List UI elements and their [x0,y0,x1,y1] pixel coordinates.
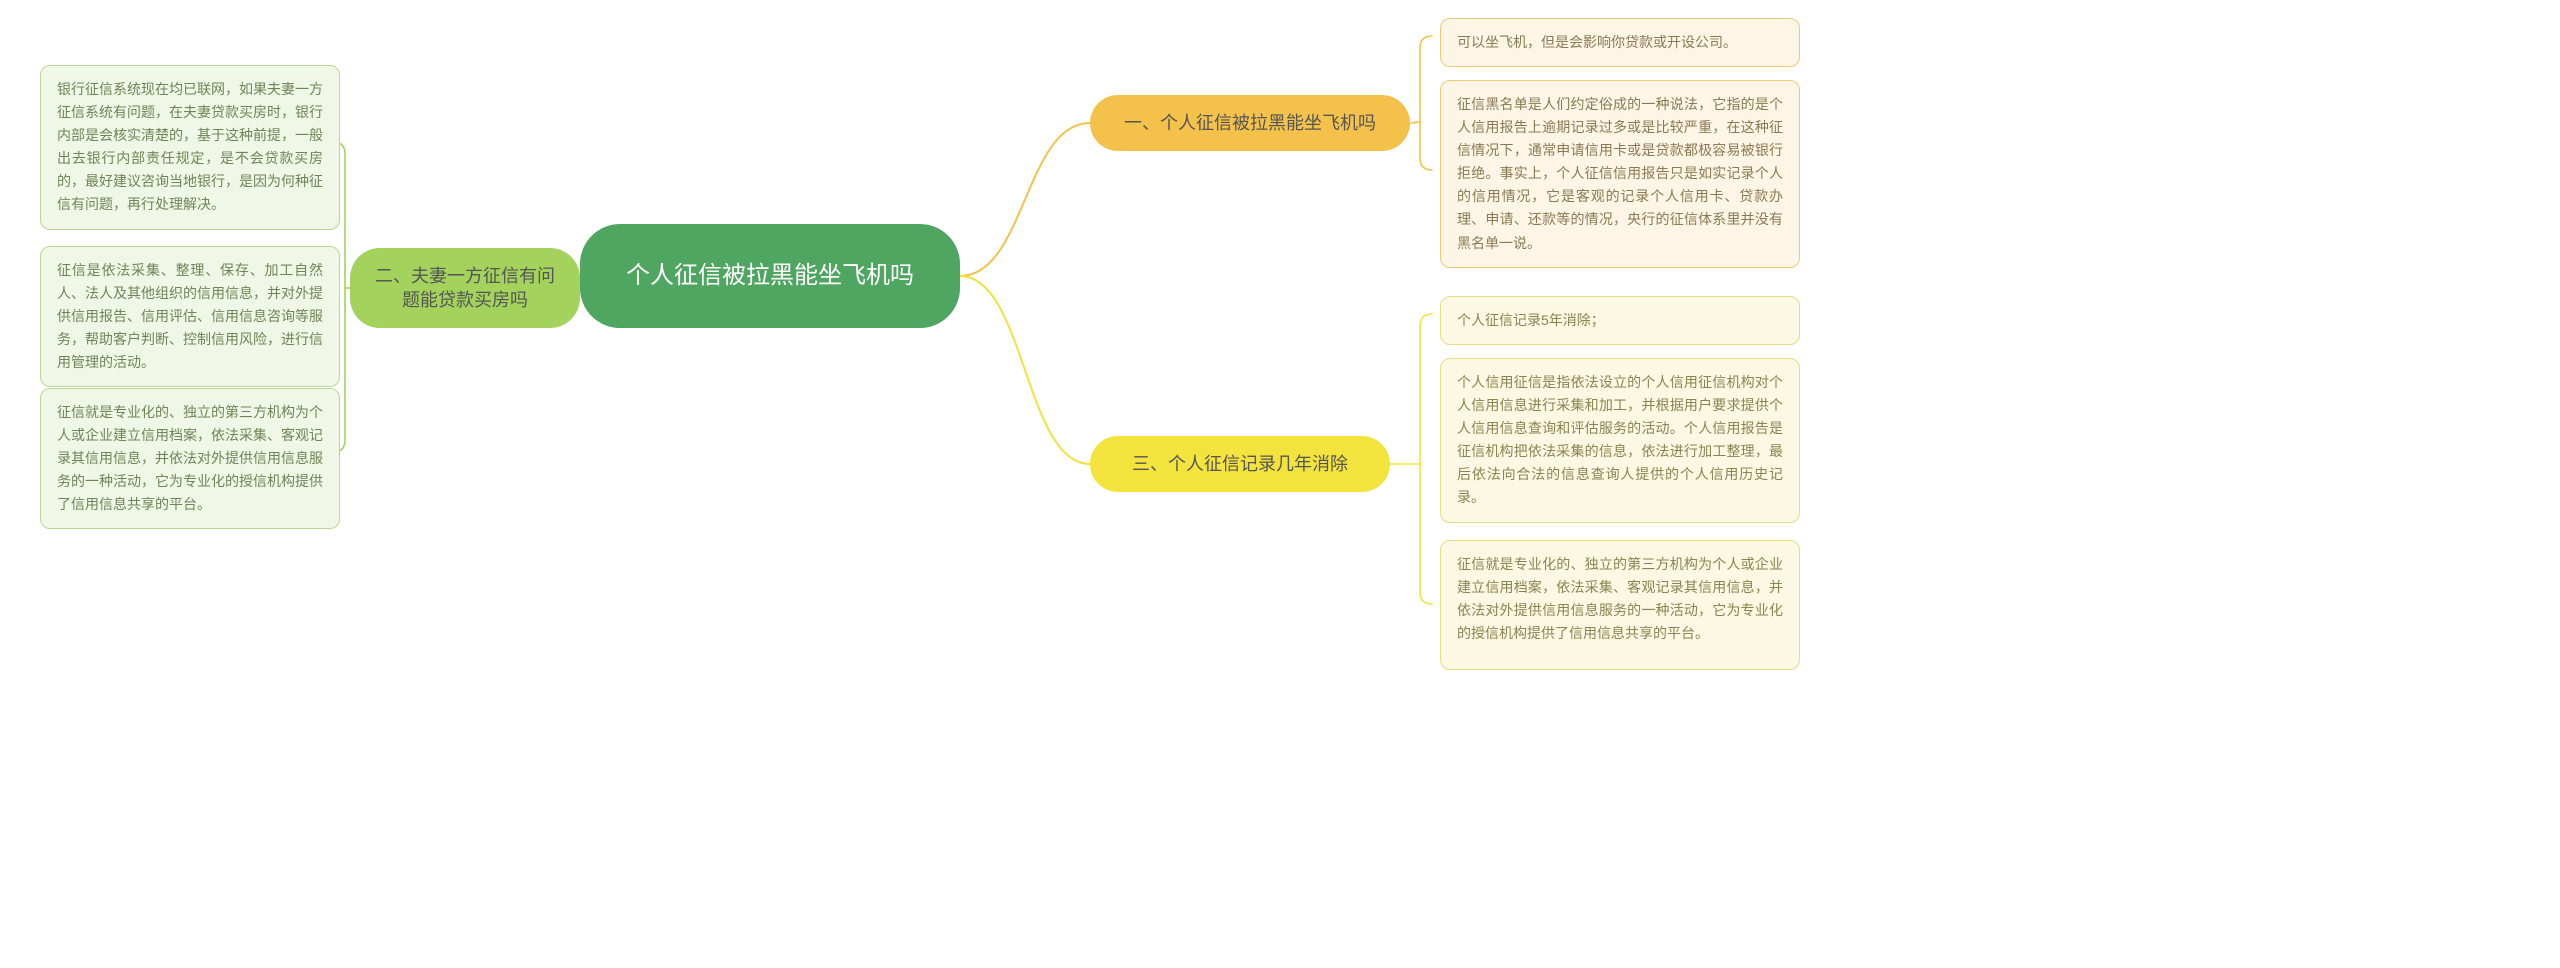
branch-label: 三、个人征信记录几年消除 [1132,452,1348,476]
branch-label: 一、个人征信被拉黑能坐飞机吗 [1124,111,1376,135]
branch-node-b3: 三、个人征信记录几年消除 [1090,436,1390,492]
leaf-node: 个人征信记录5年消除； [1440,296,1800,345]
leaf-node: 可以坐飞机，但是会影响你贷款或开设公司。 [1440,18,1800,67]
leaf-text: 征信就是专业化的、独立的第三方机构为个人或企业建立信用档案，依法采集、客观记录其… [57,404,323,512]
leaf-node: 征信就是专业化的、独立的第三方机构为个人或企业建立信用档案，依法采集、客观记录其… [40,388,340,529]
leaf-text: 可以坐飞机，但是会影响你贷款或开设公司。 [1457,34,1737,50]
leaf-text: 征信黑名单是人们约定俗成的一种说法，它指的是个人信用报告上逾期记录过多或是比较严… [1457,96,1783,251]
leaf-text: 征信就是专业化的、独立的第三方机构为个人或企业建立信用档案，依法采集、客观记录其… [1457,556,1783,641]
mindmap-canvas: 个人征信被拉黑能坐飞机吗 一、个人征信被拉黑能坐飞机吗 可以坐飞机，但是会影响你贷款… [0,0,2560,968]
leaf-node: 征信黑名单是人们约定俗成的一种说法，它指的是个人信用报告上逾期记录过多或是比较严… [1440,80,1800,268]
root-node: 个人征信被拉黑能坐飞机吗 [580,224,960,328]
leaf-node: 个人信用征信是指依法设立的个人信用征信机构对个人信用信息进行采集和加工，并根据用… [1440,358,1800,523]
branch-label: 二、夫妻一方征信有问题能贷款买房吗 [374,264,556,313]
leaf-text: 个人信用征信是指依法设立的个人信用征信机构对个人信用信息进行采集和加工，并根据用… [1457,374,1783,505]
branch-node-b1: 一、个人征信被拉黑能坐飞机吗 [1090,95,1410,151]
leaf-text: 个人征信记录5年消除； [1457,312,1605,328]
leaf-node: 征信是依法采集、整理、保存、加工自然人、法人及其他组织的信用信息，并对外提供信用… [40,246,340,387]
branch-node-b2: 二、夫妻一方征信有问题能贷款买房吗 [350,248,580,328]
root-label: 个人征信被拉黑能坐飞机吗 [626,260,914,292]
leaf-node: 征信就是专业化的、独立的第三方机构为个人或企业建立信用档案，依法采集、客观记录其… [1440,540,1800,670]
leaf-text: 征信是依法采集、整理、保存、加工自然人、法人及其他组织的信用信息，并对外提供信用… [57,262,323,370]
leaf-text: 银行征信系统现在均已联网，如果夫妻一方征信系统有问题，在夫妻贷款买房时，银行内部… [57,81,323,212]
leaf-node: 银行征信系统现在均已联网，如果夫妻一方征信系统有问题，在夫妻贷款买房时，银行内部… [40,65,340,230]
